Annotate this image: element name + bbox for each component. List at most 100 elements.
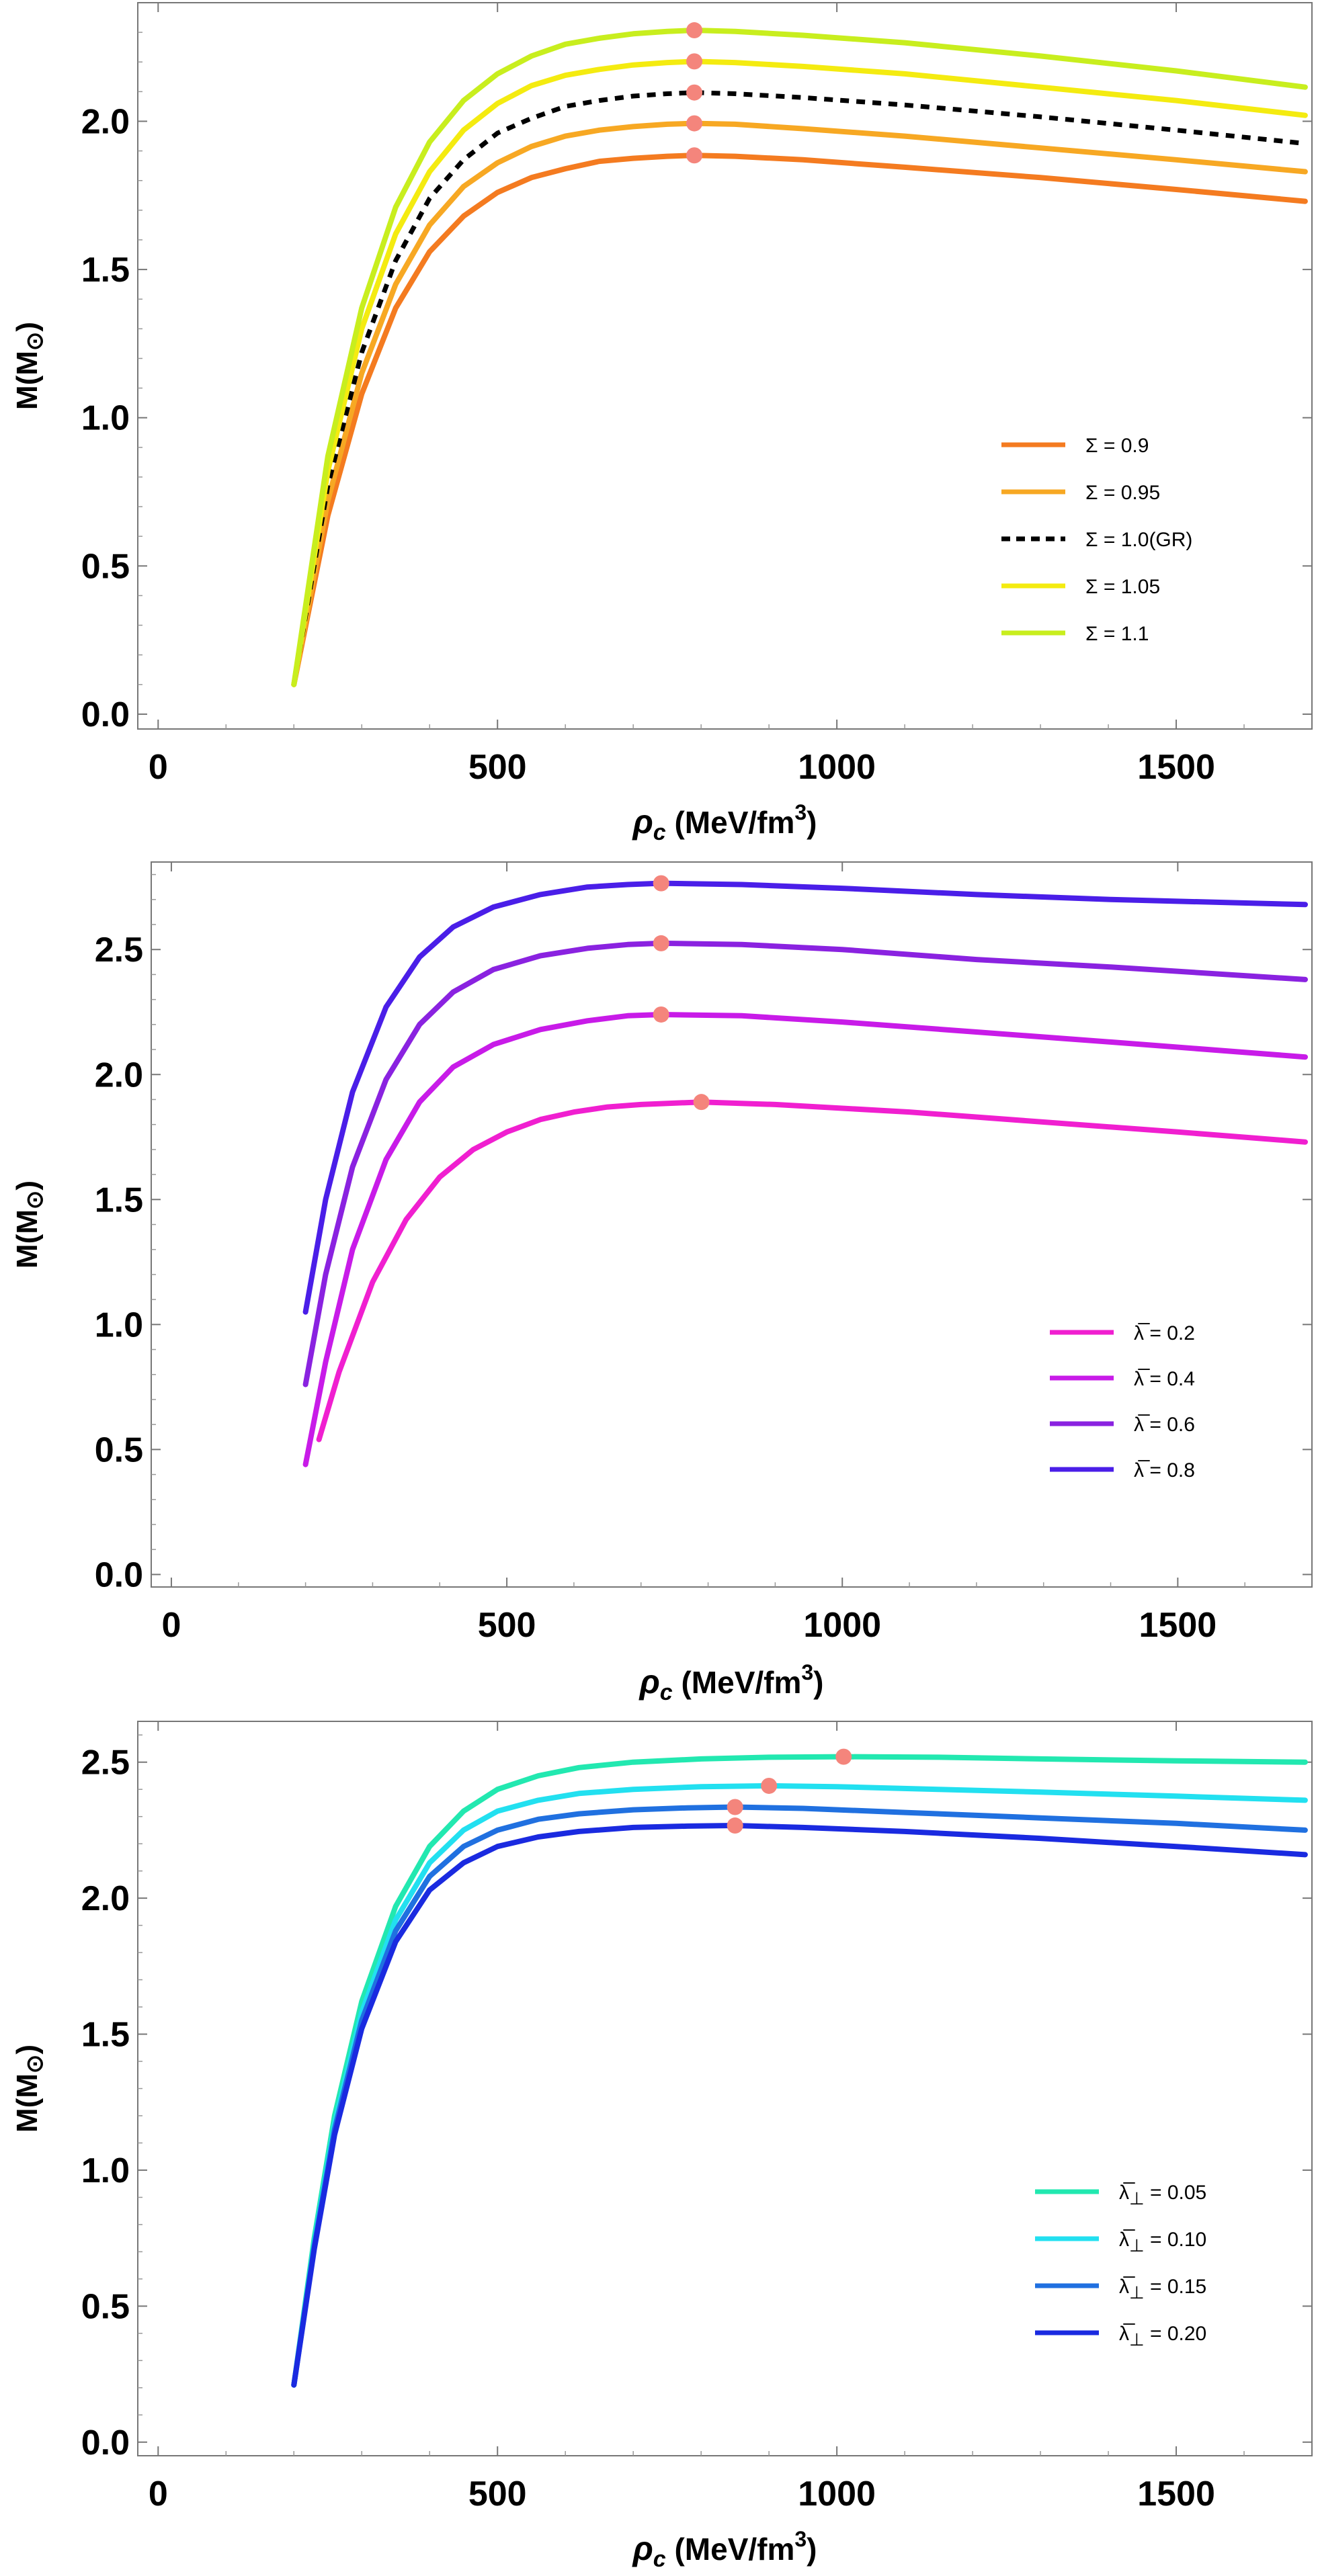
- y-title-close: ): [11, 322, 44, 332]
- y-title-main: M(M: [11, 2073, 44, 2133]
- x-tick-label: 500: [468, 2475, 527, 2514]
- legend-symbol: Σ: [1085, 529, 1098, 551]
- y-tick-label: 1.0: [95, 1305, 143, 1344]
- x-title-exponent: 3: [794, 800, 807, 824]
- max-mass-point-0: [835, 1748, 852, 1765]
- y-tick-label: 0.0: [81, 695, 130, 734]
- x-title-rho: ρ: [631, 803, 653, 841]
- x-tick-label: 1000: [798, 748, 876, 787]
- y-tick-label: 1.5: [81, 2016, 130, 2055]
- legend-value: = 0.4: [1144, 1368, 1195, 1390]
- legend-label-4: Σ = 1.1: [1085, 623, 1149, 645]
- x-tick-label: 1500: [1139, 1606, 1217, 1645]
- y-tick-label: 1.5: [95, 1180, 143, 1219]
- x-tick-label: 0: [149, 2475, 168, 2514]
- legend-label-1: λ̅ = 0.4: [1134, 1368, 1195, 1390]
- y-tick-label: 2.0: [95, 1056, 143, 1094]
- y-tick-label: 2.5: [95, 931, 143, 970]
- max-mass-point-2: [653, 935, 669, 951]
- series-line-4: [291, 28, 1308, 687]
- y-axis-title: M(M⊙): [11, 322, 48, 410]
- max-mass-point-3: [653, 875, 669, 892]
- x-title-exponent: 3: [794, 2527, 807, 2551]
- legend-value: = 0.6: [1144, 1414, 1195, 1436]
- y-tick-label: 1.0: [81, 399, 130, 438]
- chart-panel-lambda-perp: 0 500 1000 1500 0.0 0.5 1.0 1.5 2.0 2.5 λ̅⊥ = 0.05…: [11, 1721, 1313, 2572]
- y-title-close: ): [11, 1180, 44, 1191]
- legend-symbol: Σ: [1085, 482, 1098, 504]
- legend-value: = 1.1: [1098, 623, 1149, 645]
- max-mass-point-0: [686, 147, 703, 164]
- x-title-unit: (MeV/fm: [666, 805, 795, 840]
- x-tick-label: 1500: [1137, 2475, 1215, 2514]
- max-mass-point-1: [686, 115, 703, 132]
- y-tick-label: 1.0: [81, 2151, 130, 2190]
- x-title-rho: ρ: [638, 1663, 659, 1701]
- series-line-1: [291, 120, 1308, 687]
- x-tick-label: 500: [468, 748, 527, 787]
- max-mass-point-4: [686, 22, 703, 39]
- y-axis-title: M(M⊙): [11, 2045, 48, 2133]
- x-tick-label: 1000: [798, 2475, 876, 2514]
- x-axis-title: ρc (MeV/fm3): [638, 1660, 823, 1705]
- legend-value: = 0.05: [1145, 2182, 1207, 2204]
- y-title-close: ): [11, 2045, 44, 2055]
- legend-value: = 0.10: [1145, 2229, 1207, 2251]
- legend-value: = 0.20: [1145, 2323, 1207, 2345]
- legend-label-0: λ̅⊥ = 0.05: [1119, 2182, 1206, 2208]
- plot-frame: [137, 2, 1313, 730]
- legend-label-0: Σ = 0.9: [1085, 435, 1149, 457]
- legend-label-2: λ̅⊥ = 0.15: [1119, 2276, 1206, 2303]
- legend-value: = 0.95: [1098, 482, 1161, 504]
- series-line-2: [302, 940, 1308, 1387]
- legend-symbol: Σ: [1085, 576, 1098, 598]
- legend-value: = 1.0(GR): [1098, 529, 1193, 551]
- legend-label-1: Σ = 0.95: [1085, 482, 1160, 504]
- x-axis-title: ρc (MeV/fm3): [631, 800, 817, 845]
- y-tick-label: 0.5: [81, 547, 130, 586]
- x-title-exponent: 3: [801, 1660, 813, 1684]
- x-title-subscript: c: [653, 2546, 666, 2572]
- legend-label-3: λ̅⊥ = 0.20: [1119, 2323, 1206, 2350]
- y-tick-label: 1.5: [81, 251, 130, 290]
- max-mass-point-2: [727, 1799, 743, 1815]
- x-title-close: ): [813, 1665, 823, 1700]
- legend-label-3: λ̅ = 0.8: [1134, 1459, 1195, 1482]
- y-title-sun-symbol: ⊙: [22, 332, 48, 351]
- max-mass-point-2: [686, 84, 703, 101]
- y-tick-label: 2.0: [81, 102, 130, 141]
- legend-label-0: λ̅ = 0.2: [1134, 1322, 1195, 1344]
- y-title-main: M(M: [11, 351, 44, 410]
- x-title-rho: ρ: [631, 2530, 653, 2567]
- x-axis-title: ρc (MeV/fm3): [631, 2527, 817, 2572]
- legend-subscript: ⊥: [1129, 2188, 1145, 2208]
- legend-label-2: Σ = 1.0(GR): [1085, 529, 1192, 551]
- x-tick-label: 1500: [1137, 748, 1215, 787]
- max-mass-point-1: [653, 1006, 669, 1023]
- legend-value: = 0.8: [1144, 1459, 1195, 1482]
- series-line-1: [302, 1012, 1308, 1467]
- y-title-main: M(M: [11, 1209, 44, 1269]
- y-title-sun-symbol: ⊙: [22, 1191, 48, 1210]
- x-title-unit: (MeV/fm: [666, 2532, 795, 2567]
- chart-panel-lambda: 0 500 1000 1500 0.0 0.5 1.0 1.5 2.0 2.5 λ̅ = 0.2 λ̅…: [11, 861, 1313, 1705]
- legend-label-3: Σ = 1.05: [1085, 576, 1160, 598]
- series-line-0: [291, 153, 1308, 687]
- legend-value: = 0.2: [1144, 1322, 1195, 1344]
- legend-value: = 0.15: [1145, 2276, 1207, 2298]
- max-mass-point-3: [686, 53, 703, 70]
- legend-label-2: λ̅ = 0.6: [1134, 1414, 1195, 1436]
- legend-symbol: Σ: [1085, 623, 1098, 645]
- legend-value: = 1.05: [1098, 576, 1161, 598]
- x-tick-label: 0: [161, 1606, 181, 1645]
- max-mass-point-0: [693, 1094, 710, 1111]
- series-line-2: [291, 1804, 1308, 2388]
- y-title-sun-symbol: ⊙: [22, 2055, 48, 2074]
- legend-symbol: Σ: [1085, 435, 1098, 457]
- x-tick-label: 1000: [803, 1606, 881, 1645]
- series-line-3: [302, 880, 1308, 1315]
- y-tick-label: 2.0: [81, 1879, 130, 1918]
- x-tick-label: 500: [478, 1606, 536, 1645]
